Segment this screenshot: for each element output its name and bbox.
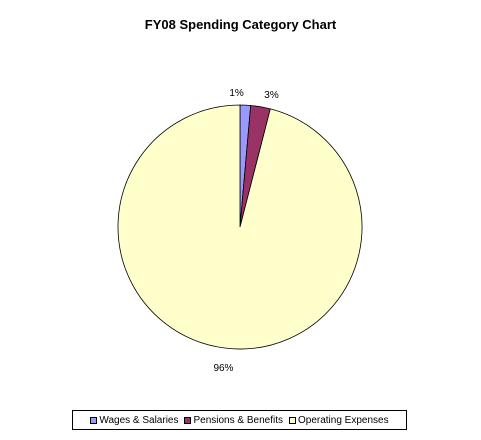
legend-entry-operating: Operating Expenses: [288, 414, 389, 426]
legend: Wages & Salaries Pensions & Benefits Ope…: [72, 410, 407, 430]
slice-label-pensions: 3%: [264, 90, 279, 101]
slice-label-operating: 96%: [213, 363, 233, 374]
legend-swatch-wages: [90, 416, 98, 424]
legend-entry-pensions: Pensions & Benefits: [184, 415, 283, 426]
legend-label-pensions: Pensions & Benefits: [193, 414, 283, 426]
legend-label-wages: Wages & Salaries: [99, 414, 179, 426]
chart-title: FY08 Spending Category Chart: [144, 17, 337, 32]
pie-slice-operating: [117, 104, 363, 350]
legend-label-operating: Operating Expenses: [297, 414, 389, 426]
slice-label-wages: 1%: [229, 88, 244, 99]
legend-swatch-operating: [288, 416, 296, 424]
legend-swatch-pensions: [184, 416, 192, 424]
legend-entry-wages: Wages & Salaries: [90, 415, 178, 426]
